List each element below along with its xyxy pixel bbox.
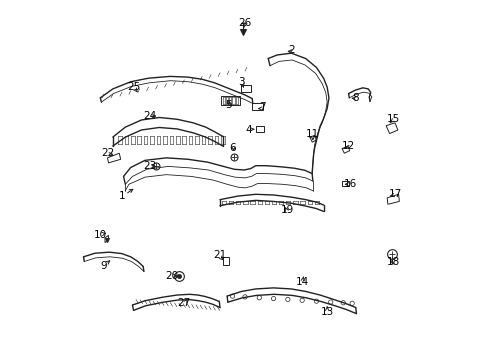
Bar [256, 126, 264, 132]
Text: 7: 7 [260, 102, 266, 112]
Text: 13: 13 [320, 307, 334, 317]
Bar [252, 103, 263, 111]
Text: 22: 22 [101, 148, 114, 158]
Text: 11: 11 [306, 129, 319, 139]
Text: 24: 24 [144, 111, 157, 121]
Text: 12: 12 [342, 141, 355, 151]
Text: 10: 10 [94, 230, 107, 240]
Text: 26: 26 [238, 18, 252, 28]
Text: 17: 17 [389, 189, 402, 199]
Text: 8: 8 [352, 93, 359, 103]
Bar [220, 96, 241, 105]
Text: 5: 5 [225, 100, 232, 110]
Text: 19: 19 [281, 205, 294, 215]
Text: 6: 6 [229, 143, 236, 153]
Text: 23: 23 [144, 161, 157, 171]
Text: 20: 20 [165, 271, 178, 282]
Text: 14: 14 [295, 277, 309, 287]
Text: 15: 15 [387, 114, 400, 124]
Bar [223, 257, 229, 265]
Text: 27: 27 [178, 298, 191, 308]
Text: 18: 18 [387, 257, 400, 267]
Text: 9: 9 [100, 261, 107, 271]
Text: 2: 2 [288, 45, 295, 55]
Bar [342, 181, 349, 186]
Text: 3: 3 [238, 77, 245, 87]
Text: 16: 16 [344, 179, 357, 189]
Text: 21: 21 [213, 250, 226, 260]
Text: 1: 1 [119, 191, 125, 201]
Text: 4: 4 [245, 125, 252, 135]
Text: 25: 25 [127, 82, 141, 92]
